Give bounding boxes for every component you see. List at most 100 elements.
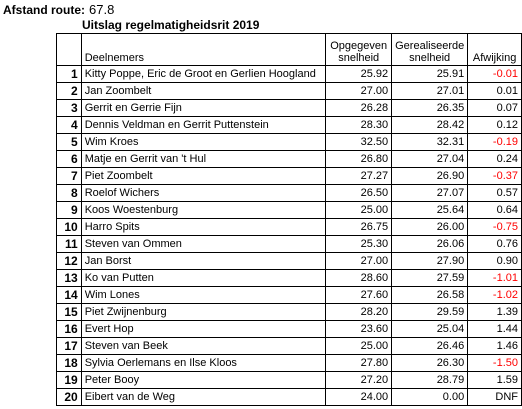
header-participants: Deelnemers	[80, 33, 327, 66]
rank-cell: 10	[56, 218, 82, 236]
table-row: 17 Steven van Beek 25.00 26.46 1.46	[56, 337, 522, 355]
participant-cell: Harro Spits	[80, 218, 327, 236]
participant-cell: Dennis Veldman en Gerrit Puttenstein	[80, 116, 327, 134]
realized-speed-cell: 26.00	[391, 218, 469, 236]
participant-cell: Jan Zoombelt	[80, 82, 327, 100]
rank-cell: 11	[56, 235, 82, 253]
deviation-cell: -0.75	[467, 218, 522, 236]
deviation-cell: 0.64	[467, 201, 522, 219]
rank-cell: 4	[56, 116, 82, 134]
table-row: 9 Koos Woestenburg 25.00 25.64 0.64	[56, 201, 522, 219]
table-row: 4 Dennis Veldman en Gerrit Puttenstein 28.…	[56, 116, 522, 134]
deviation-cell: 1.39	[467, 303, 522, 321]
deviation-cell: -0.37	[467, 167, 522, 185]
table-row: 10 Harro Spits 26.75 26.00 -0.75	[56, 218, 522, 236]
route-distance-value: 67.8	[89, 2, 115, 17]
given-speed-cell: 26.28	[325, 99, 393, 117]
deviation-cell: 1.46	[467, 337, 522, 355]
rank-cell: 16	[56, 320, 82, 338]
deviation-cell: -1.01	[467, 269, 522, 287]
rank-cell: 14	[56, 286, 82, 304]
results-table: Deelnemers Opgegeven snelheid Gerealisee…	[56, 33, 522, 406]
header-realized-line2: snelheid	[409, 52, 451, 64]
realized-speed-cell: 26.58	[391, 286, 469, 304]
realized-speed-cell: 27.59	[391, 269, 469, 287]
deviation-cell: -1.50	[467, 354, 522, 372]
participant-cell: Kitty Poppe, Eric de Groot en Gerlien Ho…	[80, 65, 327, 83]
table-row: 19 Peter Booy 27.20 28.79 1.59	[56, 371, 522, 389]
table-row: 20 Eibert van de Weg 24.00 0.00 DNF	[56, 388, 522, 406]
given-speed-cell: 32.50	[325, 133, 393, 151]
participant-cell: Wim Kroes	[80, 133, 327, 151]
realized-speed-cell: 28.42	[391, 116, 469, 134]
realized-speed-cell: 27.04	[391, 150, 469, 168]
table-row: 14 Wim Lones 27.60 26.58 -1.02	[56, 286, 522, 304]
deviation-cell: 0.12	[467, 116, 522, 134]
realized-speed-cell: 27.07	[391, 184, 469, 202]
route-distance: Afstand route: 67.8	[3, 2, 114, 17]
participant-cell: Gerrit en Gerrie Fijn	[80, 99, 327, 117]
participant-cell: Koos Woestenburg	[80, 201, 327, 219]
rank-cell: 20	[56, 388, 82, 406]
participant-cell: Sylvia Oerlemans en Ilse Kloos	[80, 354, 327, 372]
participant-cell: Steven van Beek	[80, 337, 327, 355]
header-realized-speed: Gerealiseerde snelheid	[391, 33, 469, 66]
rank-cell: 12	[56, 252, 82, 270]
realized-speed-cell: 26.35	[391, 99, 469, 117]
table-row: 3 Gerrit en Gerrie Fijn 26.28 26.35 0.07	[56, 99, 522, 117]
realized-speed-cell: 28.79	[391, 371, 469, 389]
deviation-cell: 0.07	[467, 99, 522, 117]
realized-speed-cell: 27.90	[391, 252, 469, 270]
participant-cell: Piet Zoombelt	[80, 167, 327, 185]
rank-cell: 5	[56, 133, 82, 151]
given-speed-cell: 25.92	[325, 65, 393, 83]
given-speed-cell: 27.80	[325, 354, 393, 372]
realized-speed-cell: 25.64	[391, 201, 469, 219]
rank-cell: 3	[56, 99, 82, 117]
given-speed-cell: 25.00	[325, 201, 393, 219]
table-row: 16 Evert Hop 23.60 25.04 1.44	[56, 320, 522, 338]
participant-cell: Evert Hop	[80, 320, 327, 338]
participant-cell: Piet Zwijnenburg	[80, 303, 327, 321]
participant-cell: Matje en Gerrit van 't Hul	[80, 150, 327, 168]
table-row: 11 Steven van Ommen 25.30 26.06 0.76	[56, 235, 522, 253]
rank-cell: 1	[56, 65, 82, 83]
deviation-cell: -0.01	[467, 65, 522, 83]
realized-speed-cell: 26.46	[391, 337, 469, 355]
results-title: Uitslag regelmatigheidsrit 2019	[82, 18, 260, 32]
table-row: 5 Wim Kroes 32.50 32.31 -0.19	[56, 133, 522, 151]
rank-cell: 6	[56, 150, 82, 168]
rank-cell: 15	[56, 303, 82, 321]
realized-speed-cell: 25.91	[391, 65, 469, 83]
header-given-speed: Opgegeven snelheid	[325, 33, 393, 66]
realized-speed-cell: 29.59	[391, 303, 469, 321]
given-speed-cell: 28.30	[325, 116, 393, 134]
given-speed-cell: 28.60	[325, 269, 393, 287]
rank-cell: 13	[56, 269, 82, 287]
deviation-cell: 0.57	[467, 184, 522, 202]
participant-cell: Peter Booy	[80, 371, 327, 389]
given-speed-cell: 27.20	[325, 371, 393, 389]
header-rank	[56, 33, 82, 66]
header-given-line1: Opgegeven	[330, 40, 388, 52]
realized-speed-cell: 0.00	[391, 388, 469, 406]
deviation-cell: 1.59	[467, 371, 522, 389]
header-deviation: Afwijking	[467, 33, 522, 66]
table-row: 12 Jan Borst 27.00 27.90 0.90	[56, 252, 522, 270]
given-speed-cell: 27.00	[325, 252, 393, 270]
participant-cell: Roelof Wichers	[80, 184, 327, 202]
results-body: 1 Kitty Poppe, Eric de Groot en Gerlien H…	[56, 65, 522, 406]
participant-cell: Wim Lones	[80, 286, 327, 304]
given-speed-cell: 27.00	[325, 82, 393, 100]
table-row: 6 Matje en Gerrit van 't Hul 26.80 27.04 0.2…	[56, 150, 522, 168]
table-row: 18 Sylvia Oerlemans en Ilse Kloos 27.80 26.…	[56, 354, 522, 372]
table-row: 7 Piet Zoombelt 27.27 26.90 -0.37	[56, 167, 522, 185]
rank-cell: 17	[56, 337, 82, 355]
participant-cell: Steven van Ommen	[80, 235, 327, 253]
participant-cell: Jan Borst	[80, 252, 327, 270]
deviation-cell: 0.76	[467, 235, 522, 253]
table-row: 2 Jan Zoombelt 27.00 27.01 0.01	[56, 82, 522, 100]
given-speed-cell: 25.30	[325, 235, 393, 253]
given-speed-cell: 23.60	[325, 320, 393, 338]
participant-cell: Ko van Putten	[80, 269, 327, 287]
